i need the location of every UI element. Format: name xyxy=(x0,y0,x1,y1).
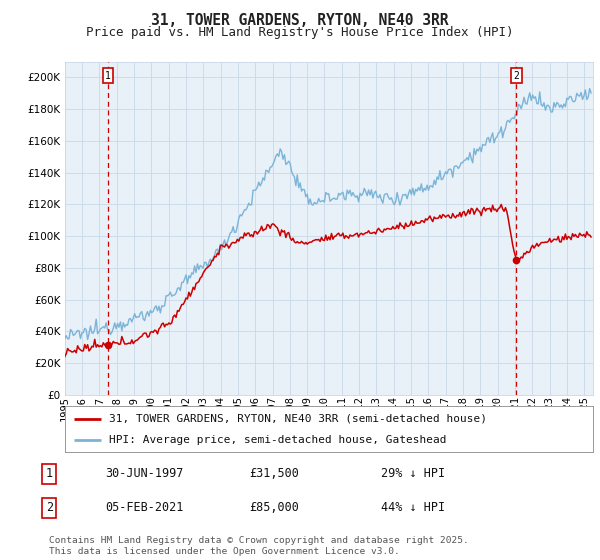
Text: £85,000: £85,000 xyxy=(249,501,299,515)
Text: HPI: Average price, semi-detached house, Gateshead: HPI: Average price, semi-detached house,… xyxy=(109,435,446,445)
Text: 31, TOWER GARDENS, RYTON, NE40 3RR (semi-detached house): 31, TOWER GARDENS, RYTON, NE40 3RR (semi… xyxy=(109,413,487,423)
Text: 1: 1 xyxy=(105,71,111,81)
Text: 31, TOWER GARDENS, RYTON, NE40 3RR: 31, TOWER GARDENS, RYTON, NE40 3RR xyxy=(151,13,449,28)
Text: 2: 2 xyxy=(514,71,520,81)
Text: 30-JUN-1997: 30-JUN-1997 xyxy=(105,467,184,480)
Text: 1: 1 xyxy=(46,467,53,480)
Text: 2: 2 xyxy=(46,501,53,515)
Text: Contains HM Land Registry data © Crown copyright and database right 2025.
This d: Contains HM Land Registry data © Crown c… xyxy=(49,536,469,556)
Text: £31,500: £31,500 xyxy=(249,467,299,480)
Text: 05-FEB-2021: 05-FEB-2021 xyxy=(105,501,184,515)
Text: 29% ↓ HPI: 29% ↓ HPI xyxy=(381,467,445,480)
Text: Price paid vs. HM Land Registry's House Price Index (HPI): Price paid vs. HM Land Registry's House … xyxy=(86,26,514,39)
Text: 44% ↓ HPI: 44% ↓ HPI xyxy=(381,501,445,515)
